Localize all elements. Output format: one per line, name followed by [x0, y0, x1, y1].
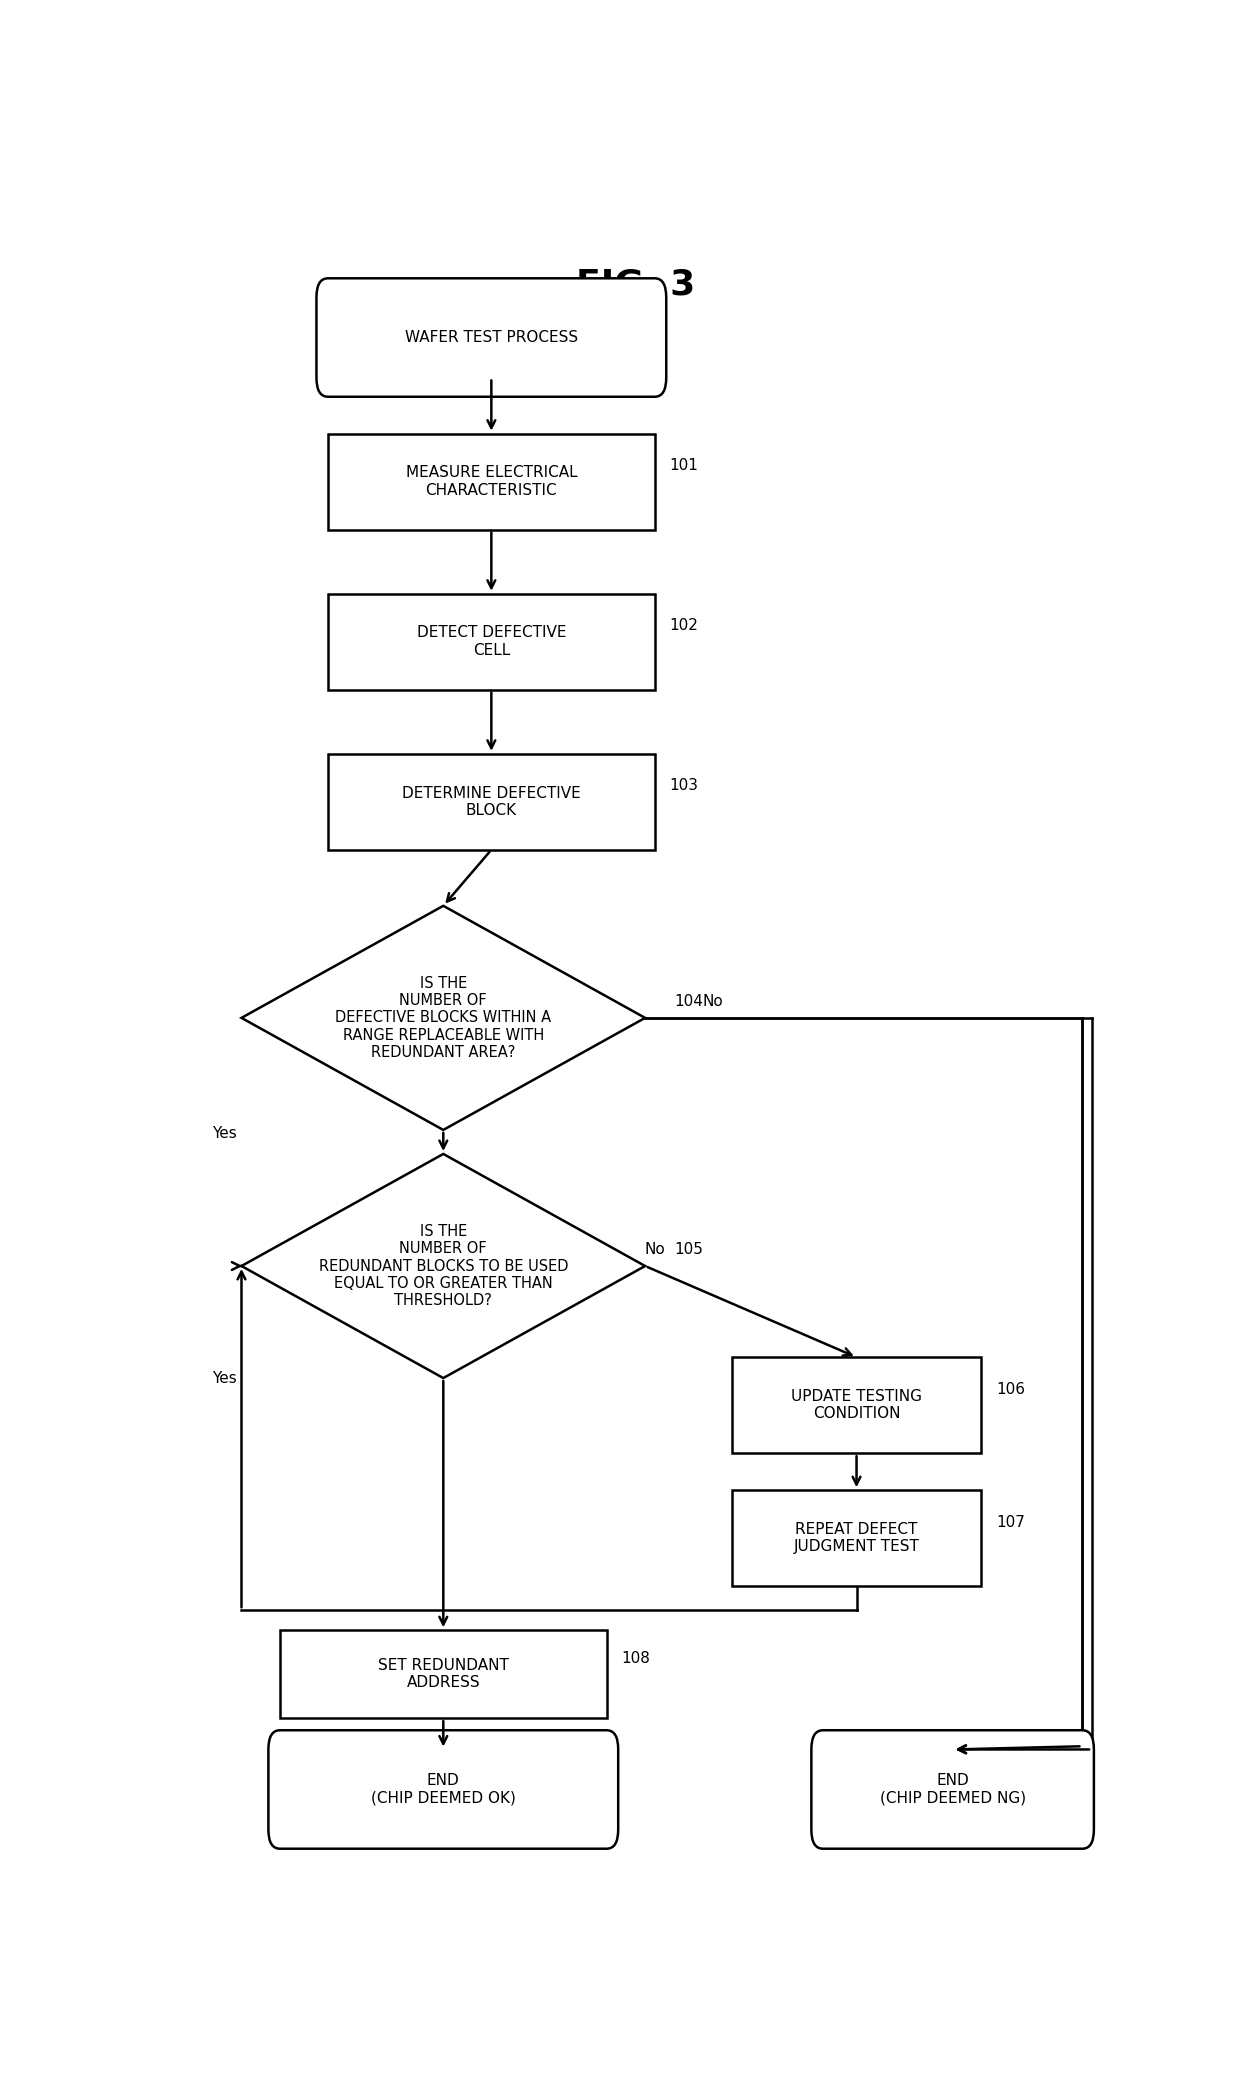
Text: FIG. 3: FIG. 3 — [575, 268, 696, 301]
Text: 108: 108 — [621, 1651, 650, 1665]
Text: MEASURE ELECTRICAL
CHARACTERISTIC: MEASURE ELECTRICAL CHARACTERISTIC — [405, 466, 577, 497]
Text: END
(CHIP DEEMED NG): END (CHIP DEEMED NG) — [879, 1773, 1025, 1807]
Text: 104: 104 — [675, 994, 703, 1010]
Text: No: No — [702, 994, 723, 1010]
Text: END
(CHIP DEEMED OK): END (CHIP DEEMED OK) — [371, 1773, 516, 1807]
Text: 106: 106 — [996, 1383, 1025, 1397]
Text: WAFER TEST PROCESS: WAFER TEST PROCESS — [404, 331, 578, 345]
Text: 101: 101 — [670, 457, 698, 474]
Bar — [327, 755, 655, 850]
Polygon shape — [242, 1154, 645, 1378]
Text: SET REDUNDANT
ADDRESS: SET REDUNDANT ADDRESS — [378, 1659, 508, 1690]
Text: No: No — [645, 1243, 665, 1258]
Text: DETECT DEFECTIVE
CELL: DETECT DEFECTIVE CELL — [417, 626, 567, 657]
Polygon shape — [242, 906, 645, 1131]
FancyBboxPatch shape — [811, 1730, 1094, 1848]
FancyBboxPatch shape — [268, 1730, 619, 1848]
Text: Yes: Yes — [212, 1125, 237, 1141]
Text: UPDATE TESTING
CONDITION: UPDATE TESTING CONDITION — [791, 1389, 923, 1422]
Bar — [280, 1630, 606, 1717]
Text: Yes: Yes — [212, 1370, 237, 1385]
Text: 103: 103 — [670, 778, 698, 794]
Text: DETERMINE DEFECTIVE
BLOCK: DETERMINE DEFECTIVE BLOCK — [402, 786, 580, 817]
Bar — [732, 1358, 982, 1453]
Bar — [732, 1491, 982, 1586]
FancyBboxPatch shape — [316, 279, 666, 397]
Text: IS THE
NUMBER OF
REDUNDANT BLOCKS TO BE USED
EQUAL TO OR GREATER THAN
THRESHOLD?: IS THE NUMBER OF REDUNDANT BLOCKS TO BE … — [319, 1225, 568, 1308]
Bar — [327, 435, 655, 530]
Text: 105: 105 — [675, 1243, 703, 1258]
Text: REPEAT DEFECT
JUDGMENT TEST: REPEAT DEFECT JUDGMENT TEST — [794, 1522, 920, 1555]
Text: 102: 102 — [670, 617, 698, 634]
Text: 107: 107 — [996, 1516, 1024, 1530]
Text: IS THE
NUMBER OF
DEFECTIVE BLOCKS WITHIN A
RANGE REPLACEABLE WITH
REDUNDANT AREA: IS THE NUMBER OF DEFECTIVE BLOCKS WITHIN… — [335, 975, 552, 1060]
Bar — [327, 595, 655, 690]
